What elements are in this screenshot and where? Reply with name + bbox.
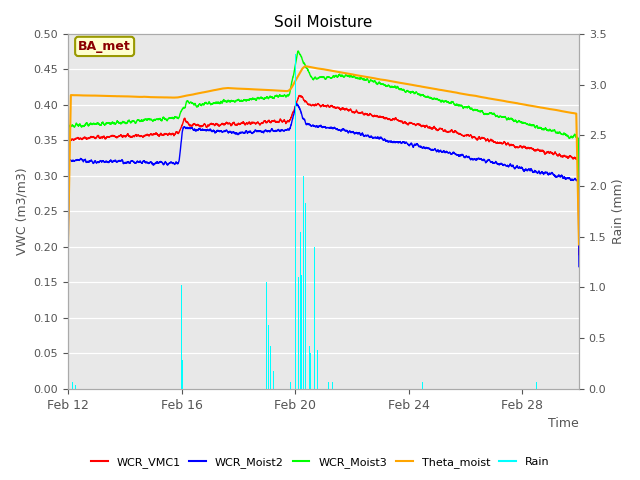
Legend: WCR_VMC1, WCR_Moist2, WCR_Moist3, Theta_moist, Rain: WCR_VMC1, WCR_Moist2, WCR_Moist3, Theta_… bbox=[86, 452, 554, 472]
Text: Time: Time bbox=[548, 417, 579, 430]
Title: Soil Moisture: Soil Moisture bbox=[275, 15, 372, 30]
Y-axis label: VWC (m3/m3): VWC (m3/m3) bbox=[15, 168, 28, 255]
Y-axis label: Rain (mm): Rain (mm) bbox=[612, 179, 625, 244]
Text: BA_met: BA_met bbox=[78, 40, 131, 53]
